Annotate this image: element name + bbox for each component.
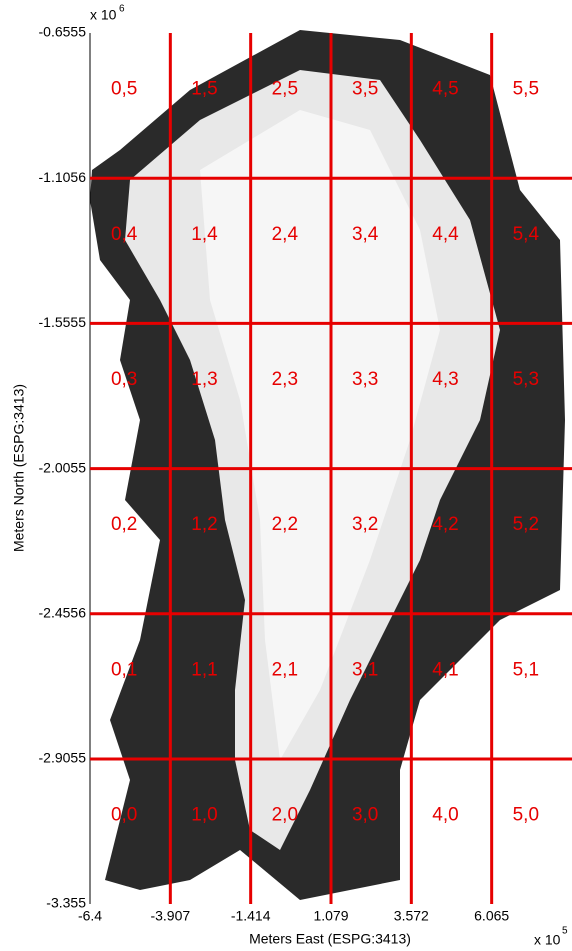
tile-label: 1,5: [191, 79, 217, 100]
tile-label: 5,5: [513, 79, 539, 100]
tile-label: 1,1: [191, 659, 217, 680]
tile-label: 5,1: [513, 659, 539, 680]
y-tick-label: -2.9055: [39, 750, 87, 766]
y-tick-label: -2.0055: [39, 459, 87, 475]
y-multiplier-power: 6: [119, 4, 125, 15]
y-tick-label: -1.5555: [39, 314, 87, 330]
tile-label: 4,1: [432, 659, 458, 680]
tile-label: 5,3: [513, 369, 539, 390]
tile-label: 3,5: [352, 79, 378, 100]
tile-label: 3,4: [352, 224, 379, 245]
tile-label: 4,2: [432, 514, 458, 535]
land-mosaic: [90, 30, 565, 900]
x-tick-label: -1.414: [231, 908, 271, 924]
y-tick-label: -3.355: [46, 895, 86, 911]
x-multiplier: x 10: [534, 932, 561, 948]
tile-label: 3,1: [352, 659, 378, 680]
y-tick-label: -2.4556: [39, 605, 87, 621]
tile-label: 4,3: [432, 369, 458, 390]
x-multiplier-power: 5: [562, 926, 568, 937]
tile-label: 5,2: [513, 514, 539, 535]
x-tick-label: 6.065: [474, 908, 509, 924]
chart: x 10 6 x 10 5 Meters East (ESPG:3413) Me…: [0, 0, 572, 951]
x-tick-label: -3.907: [150, 908, 190, 924]
tile-label: 0,1: [111, 659, 137, 680]
tile-label: 2,2: [272, 514, 298, 535]
tile-label: 0,2: [111, 514, 137, 535]
tile-label: 3,3: [352, 369, 378, 390]
tile-label: 2,4: [272, 224, 299, 245]
tile-label: 5,0: [513, 804, 539, 825]
y-axis-label: Meters North (ESPG:3413): [11, 384, 27, 552]
y-multiplier: x 10: [90, 7, 117, 23]
y-tick-label: -0.6555: [39, 24, 87, 40]
tile-label: 1,0: [191, 804, 217, 825]
tile-label: 5,4: [513, 224, 540, 245]
y-tick-label: -1.1056: [39, 169, 87, 185]
tile-label: 0,5: [111, 79, 137, 100]
tile-label: 0,0: [111, 804, 137, 825]
tile-label: 3,0: [352, 804, 378, 825]
tile-label: 1,2: [191, 514, 217, 535]
tile-label: 2,1: [272, 659, 298, 680]
x-tick-label: 1.079: [313, 908, 348, 924]
tile-label: 0,3: [111, 369, 137, 390]
tile-label: 2,3: [272, 369, 298, 390]
tile-label: 1,3: [191, 369, 217, 390]
tile-label: 0,4: [111, 224, 138, 245]
tile-label: 4,5: [432, 79, 458, 100]
x-tick-label: 3.572: [394, 908, 429, 924]
tile-label: 4,4: [432, 224, 459, 245]
tile-label: 1,4: [191, 224, 218, 245]
x-axis-label: Meters East (ESPG:3413): [249, 931, 411, 947]
tile-label: 2,0: [272, 804, 298, 825]
tile-label: 2,5: [272, 79, 298, 100]
tile-label: 3,2: [352, 514, 378, 535]
tile-label: 4,0: [432, 804, 458, 825]
